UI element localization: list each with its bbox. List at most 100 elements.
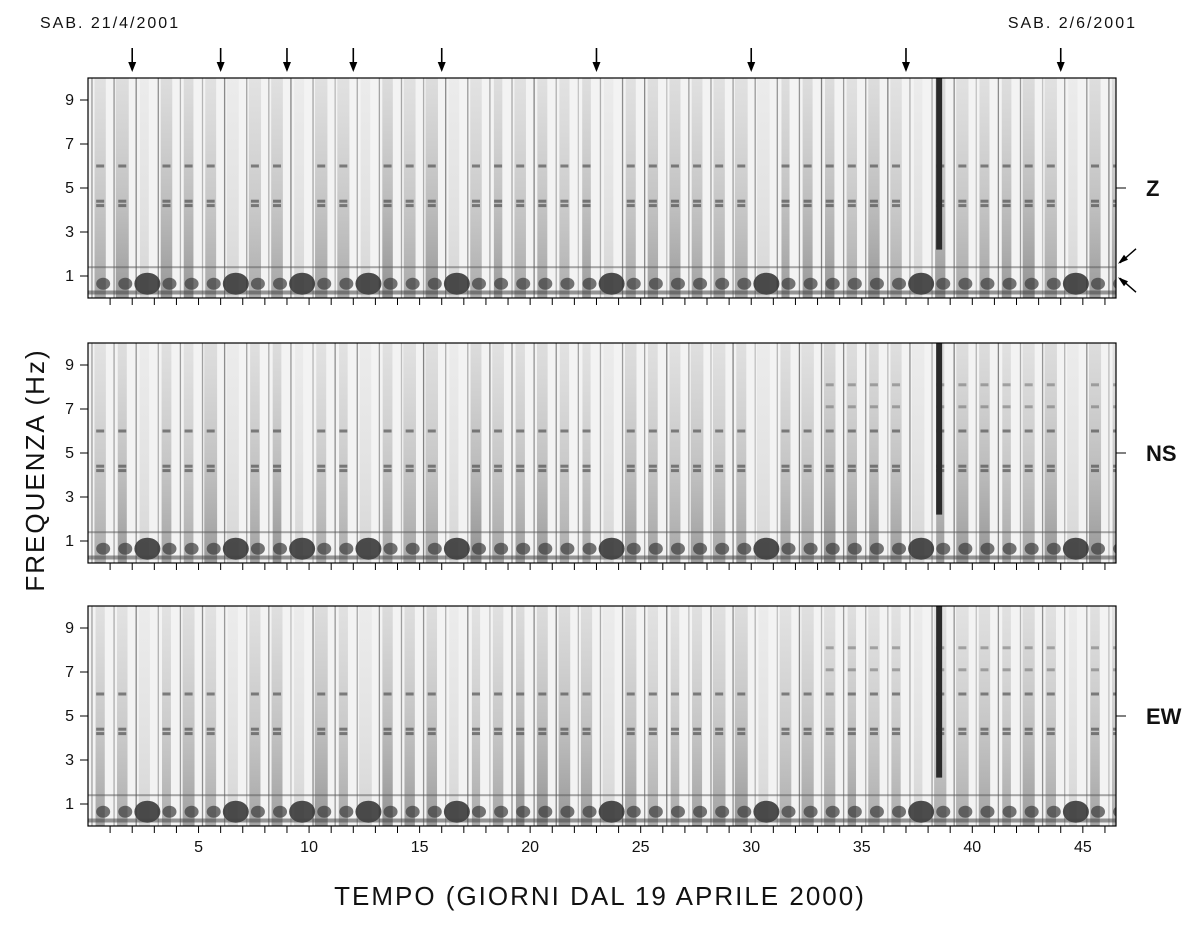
y-tick-label: 5: [65, 445, 74, 462]
daily-stripe: [161, 343, 172, 563]
daily-stripe: [249, 606, 261, 826]
daily-stripe: [1044, 343, 1057, 563]
daily-stripe: [448, 78, 460, 298]
top-right-note: SAB. 2/6/2001: [1008, 15, 1137, 32]
weekend-arrow: [901, 48, 910, 72]
daily-stripe: [712, 606, 726, 826]
component-label-ns: NS: [1146, 441, 1177, 466]
daily-stripe: [1022, 343, 1035, 563]
daily-stripe: [712, 343, 726, 563]
daily-stripe: [868, 78, 880, 298]
strong-event-line: [936, 606, 943, 778]
x-tick-label: 45: [1074, 839, 1092, 856]
daily-stripe: [314, 606, 328, 826]
daily-stripe: [624, 343, 637, 563]
y-tick-label: 7: [65, 664, 74, 681]
y-tick-label: 9: [65, 92, 74, 109]
daily-stripe: [139, 78, 149, 298]
daily-stripe: [846, 78, 858, 298]
daily-stripe: [1022, 606, 1035, 826]
daily-stripe: [758, 606, 769, 826]
weekend-arrow: [747, 48, 756, 72]
daily-stripe: [250, 343, 260, 563]
daily-stripe: [647, 78, 659, 298]
daily-stripe: [1090, 606, 1100, 826]
daily-stripe: [1111, 78, 1116, 298]
y-tick-label: 7: [65, 401, 74, 418]
y-tick-label: 9: [65, 620, 74, 637]
strong-event-line: [936, 343, 943, 515]
daily-stripe: [382, 78, 393, 298]
daily-stripe: [403, 78, 416, 298]
weekend-arrow: [216, 48, 225, 72]
daily-stripe: [227, 606, 238, 826]
y-axis-title: FREQUENZA (Hz): [20, 348, 50, 591]
x-tick-label: 30: [742, 839, 760, 856]
daily-stripe: [1068, 606, 1077, 826]
daily-stripe: [602, 606, 615, 826]
x-tick-label: 25: [632, 839, 650, 856]
daily-stripe: [890, 343, 902, 563]
daily-stripe: [868, 606, 880, 826]
daily-stripe: [823, 343, 836, 563]
daily-stripe: [1002, 606, 1011, 826]
x-axis-title: TEMPO (GIORNI DAL 19 APRILE 2000): [334, 881, 866, 911]
daily-stripe: [117, 606, 128, 826]
x-tick-label: 10: [300, 839, 318, 856]
daily-stripe: [913, 78, 923, 298]
daily-stripe: [690, 343, 704, 563]
daily-stripe: [913, 606, 923, 826]
daily-stripe: [514, 78, 526, 298]
x-tick-label: 20: [521, 839, 539, 856]
daily-stripe: [138, 606, 150, 826]
daily-stripe: [781, 78, 790, 298]
daily-stripe: [825, 78, 835, 298]
daily-stripe: [734, 78, 748, 298]
daily-stripe: [978, 606, 991, 826]
daily-stripe: [403, 343, 416, 563]
daily-stripe: [1089, 78, 1101, 298]
spectrogram-panel-z: 1 3 5 7 9 Z: [65, 77, 1159, 305]
daily-stripe: [558, 606, 571, 826]
daily-stripe: [515, 343, 525, 563]
daily-stripe: [536, 606, 548, 826]
y-tick-label: 5: [65, 708, 74, 725]
daily-stripe: [1088, 343, 1102, 563]
daily-stripe: [117, 343, 127, 563]
daily-stripe: [337, 78, 350, 298]
daily-stripe: [692, 606, 703, 826]
daily-stripe: [891, 606, 901, 826]
daily-stripe: [1022, 78, 1035, 298]
daily-stripe: [1044, 78, 1057, 298]
daily-stripe: [315, 78, 328, 298]
daily-stripe: [338, 606, 348, 826]
daily-stripe: [471, 606, 481, 826]
daily-stripe: [824, 606, 836, 826]
daily-stripe: [294, 78, 305, 298]
y-tick-label: 1: [65, 796, 74, 813]
daily-stripe: [359, 343, 372, 563]
daily-stripe: [603, 343, 614, 563]
daily-stripe: [559, 78, 570, 298]
daily-stripe: [492, 343, 504, 563]
daily-stripe: [183, 343, 194, 563]
daily-stripe: [780, 343, 791, 563]
daily-stripe: [183, 78, 194, 298]
daily-stripe: [205, 78, 217, 298]
daily-stripe: [979, 78, 990, 298]
daily-stripe: [492, 606, 504, 826]
daily-stripe: [115, 78, 129, 298]
daily-stripe: [493, 78, 503, 298]
daily-stripe: [736, 343, 747, 563]
spectrogram-panel-ns: 1 3 5 7 9 NS: [65, 342, 1177, 570]
daily-stripe: [316, 343, 327, 563]
y-tick-label: 3: [65, 489, 74, 506]
weekend-arrow: [437, 48, 446, 72]
component-label-ew: EW: [1146, 704, 1182, 729]
daily-stripe: [956, 606, 969, 826]
daily-stripe: [425, 343, 438, 563]
daily-stripe: [182, 606, 195, 826]
daily-stripe: [802, 78, 813, 298]
daily-stripe: [911, 343, 925, 563]
